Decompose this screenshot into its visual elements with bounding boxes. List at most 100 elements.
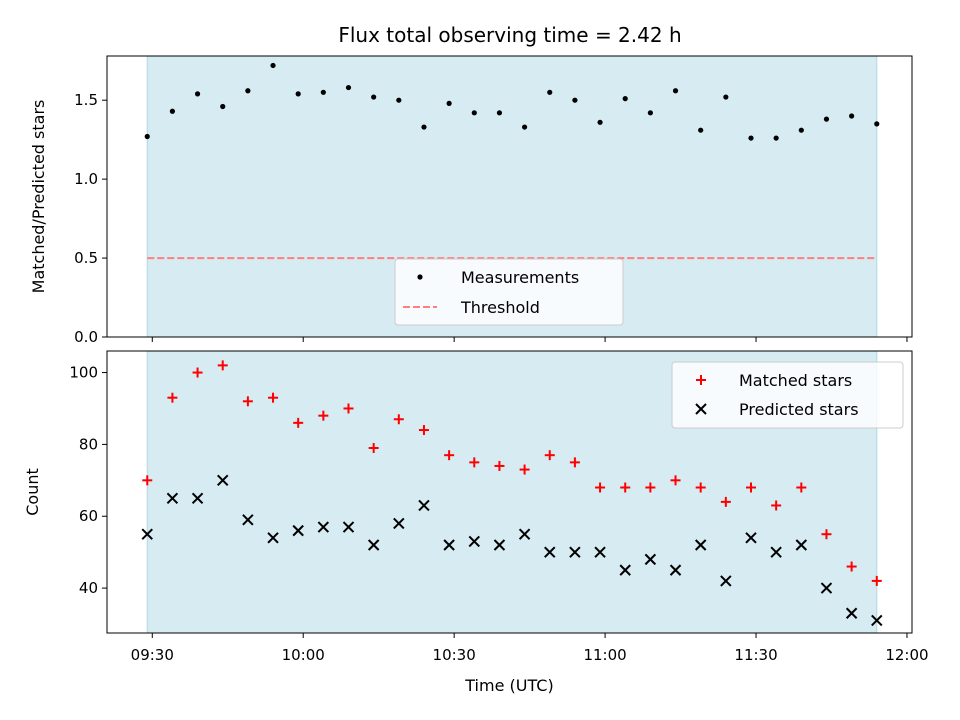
measurement-point	[672, 88, 679, 94]
matched-point	[444, 450, 455, 461]
count-legend: Matched stars Predicted stars	[671, 361, 904, 429]
measurement-point	[597, 119, 603, 125]
measurement-point	[723, 94, 729, 100]
matched-point	[217, 360, 228, 371]
y-tick-label: 40	[79, 579, 98, 597]
x-tick-label: 11:00	[583, 646, 626, 664]
ratio-marks	[144, 62, 880, 260]
matched-point	[494, 460, 505, 471]
matched-point	[192, 367, 203, 378]
legend-matched-label: Matched stars	[739, 371, 852, 390]
matched-point	[871, 575, 882, 586]
matched-point	[418, 425, 429, 436]
measurement-point	[144, 133, 150, 140]
predicted-point	[845, 607, 858, 619]
ratio-panel: 0.0 0.5 1.0 1.5 Matched/Predicted stars Mea…	[29, 55, 913, 346]
ratio-legend: Measurements Threshold	[394, 258, 624, 326]
matched-point	[318, 410, 329, 421]
x-tick-label: 10:00	[282, 646, 325, 664]
legend-measurements-marker	[417, 274, 423, 280]
measurement-point	[572, 97, 578, 103]
count-panel: 40 60 80 100 09:30 10:00 10:30 11:00 11:30 12:00…	[23, 350, 929, 695]
measurement-point	[521, 124, 528, 130]
measurement-point	[823, 116, 830, 122]
measurement-point	[471, 110, 477, 116]
matched-point	[645, 482, 656, 493]
predicted-point	[594, 546, 606, 558]
predicted-point	[669, 564, 682, 576]
measurement-point	[320, 89, 326, 95]
predicted-point	[141, 528, 153, 540]
measurement-point	[421, 124, 427, 130]
predicted-point	[267, 532, 279, 544]
predicted-point	[518, 528, 531, 540]
legend-matched-glyph	[696, 375, 706, 385]
predicted-point	[443, 539, 455, 551]
measurement-point	[295, 91, 301, 97]
ratio-x-ticks	[151, 337, 908, 342]
measurement-point	[748, 135, 754, 141]
y-tick-label: 0.0	[74, 328, 98, 346]
predicted-point	[292, 524, 304, 537]
count-y-axis-label: Count	[23, 468, 42, 516]
measurement-point	[396, 97, 402, 103]
matched-point	[720, 496, 731, 507]
count-legend-box	[671, 361, 904, 429]
predicted-point	[820, 582, 833, 594]
y-tick-label: 80	[79, 435, 98, 453]
predicted-point	[468, 535, 480, 548]
matched-point	[544, 450, 555, 461]
matched-point	[393, 414, 404, 425]
matched-point	[746, 482, 756, 493]
measurement-point	[270, 62, 276, 69]
measurement-point	[622, 96, 628, 102]
x-tick-label: 11:30	[734, 646, 777, 664]
matched-point	[595, 482, 606, 493]
x-tick-label: 09:30	[131, 646, 174, 664]
measurement-point	[874, 121, 880, 127]
predicted-point	[745, 532, 757, 544]
measurement-point	[345, 84, 352, 91]
measurement-point	[798, 127, 804, 133]
matched-point	[695, 482, 706, 493]
measurement-point	[371, 94, 377, 100]
matched-point	[771, 500, 782, 511]
measurement-point	[547, 89, 553, 95]
legend-matched-marker	[696, 375, 706, 385]
predicted-point	[191, 492, 204, 504]
predicted-point	[644, 553, 657, 566]
measurement-point	[496, 110, 503, 116]
measurement-point	[220, 103, 226, 110]
x-axis-label: Time (UTC)	[464, 676, 553, 695]
measurement-point	[773, 135, 779, 141]
chart-title: Flux total observing time = 2.42 h	[338, 23, 681, 47]
predicted-point	[795, 539, 808, 551]
matched-point	[796, 482, 807, 493]
matched-point	[343, 403, 354, 414]
predicted-point	[493, 539, 506, 551]
predicted-point	[569, 546, 581, 558]
predicted-point	[393, 517, 405, 530]
predicted-point	[367, 539, 380, 551]
predicted-point	[166, 492, 179, 504]
ratio-y-ticks: 0.0 0.5 1.0 1.5	[74, 91, 107, 346]
matched-point	[670, 475, 681, 486]
matched-point	[620, 482, 631, 493]
predicted-point	[544, 546, 556, 558]
predicted-point	[418, 499, 430, 512]
predicted-point	[694, 539, 707, 551]
measurement-point	[194, 91, 201, 97]
count-marks	[141, 360, 883, 627]
matched-point	[368, 442, 379, 453]
count-y-ticks: 40 60 80 100	[69, 364, 107, 597]
count-x-ticks: 09:30 10:00 10:30 11:00 11:30 12:00	[131, 633, 929, 664]
legend-predicted-marker	[695, 403, 707, 415]
predicted-point	[871, 614, 883, 627]
measurement-point	[169, 108, 176, 114]
y-tick-label: 1.5	[74, 91, 98, 109]
measurement-point	[849, 113, 855, 119]
predicted-point	[317, 521, 330, 533]
y-tick-label: 100	[69, 364, 98, 382]
matched-point	[242, 396, 253, 407]
